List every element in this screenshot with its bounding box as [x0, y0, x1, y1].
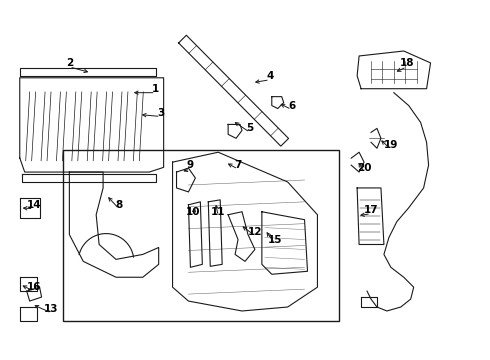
- Text: 10: 10: [186, 207, 200, 217]
- Text: 13: 13: [44, 304, 59, 314]
- Text: 3: 3: [157, 108, 164, 117]
- Text: 16: 16: [26, 282, 41, 292]
- Text: 19: 19: [384, 140, 398, 150]
- Text: 12: 12: [247, 226, 262, 237]
- Text: 7: 7: [234, 160, 242, 170]
- Text: 17: 17: [364, 205, 378, 215]
- Text: 1: 1: [152, 84, 159, 94]
- Text: 18: 18: [399, 58, 414, 68]
- Text: 5: 5: [246, 123, 254, 134]
- Text: 8: 8: [115, 200, 122, 210]
- Text: 2: 2: [66, 58, 73, 68]
- Text: 20: 20: [357, 163, 371, 173]
- Text: 4: 4: [266, 71, 273, 81]
- Text: 11: 11: [211, 207, 225, 217]
- Bar: [63, 150, 339, 321]
- Text: 6: 6: [288, 100, 295, 111]
- Text: 15: 15: [268, 234, 282, 244]
- Text: 14: 14: [26, 200, 41, 210]
- Text: 9: 9: [187, 160, 194, 170]
